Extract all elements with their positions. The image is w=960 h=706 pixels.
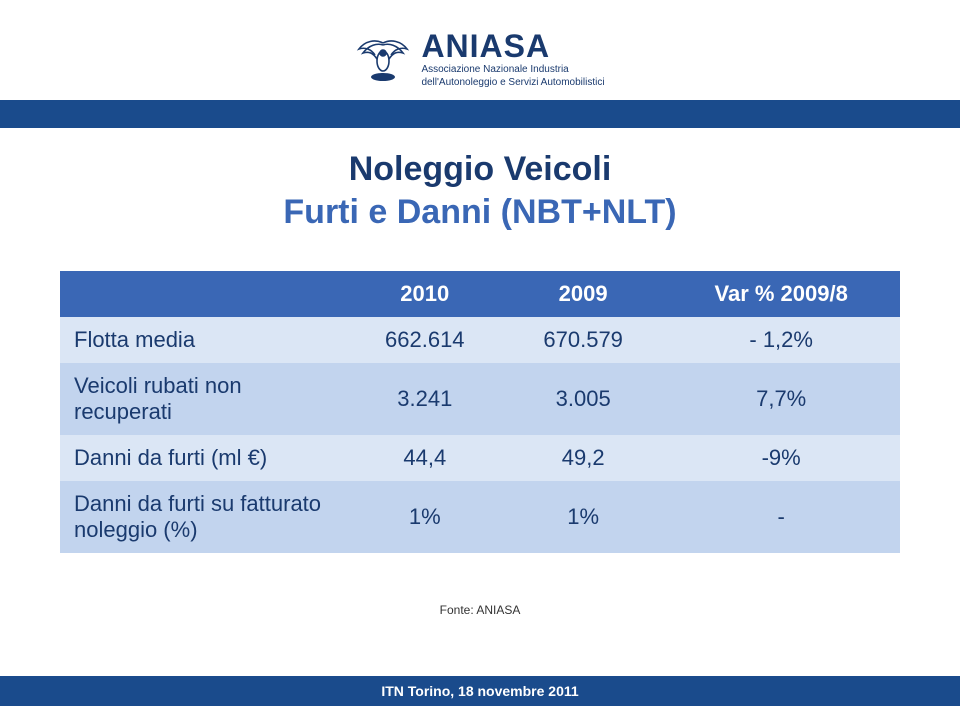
header: ANIASA Associazione Nazionale Industria … xyxy=(0,0,960,100)
cell: - 1,2% xyxy=(662,317,900,363)
logo: ANIASA Associazione Nazionale Industria … xyxy=(355,30,604,88)
content: Noleggio Veicoli Furti e Danni (NBT+NLT)… xyxy=(0,148,960,617)
title-line-2: Furti e Danni (NBT+NLT) xyxy=(60,191,900,234)
row-label: Danni da furti su fatturato noleggio (%) xyxy=(60,481,346,553)
table-header-row: 2010 2009 Var % 2009/8 xyxy=(60,271,900,317)
logo-tagline-1: Associazione Nazionale Industria xyxy=(421,64,604,75)
cell: 3.005 xyxy=(504,363,662,435)
col-header-empty xyxy=(60,271,346,317)
table-row: Danni da furti su fatturato noleggio (%)… xyxy=(60,481,900,553)
row-label: Flotta media xyxy=(60,317,346,363)
cell: 1% xyxy=(504,481,662,553)
cell: 49,2 xyxy=(504,435,662,481)
cell: 662.614 xyxy=(346,317,504,363)
logo-text: ANIASA Associazione Nazionale Industria … xyxy=(421,30,604,88)
footer-bar: ITN Torino, 18 novembre 2011 xyxy=(0,676,960,706)
table-row: Danni da furti (ml €) 44,4 49,2 -9% xyxy=(60,435,900,481)
cell: 7,7% xyxy=(662,363,900,435)
title-line-1: Noleggio Veicoli xyxy=(60,148,900,191)
cell: - xyxy=(662,481,900,553)
eagle-icon xyxy=(355,35,411,83)
cell: 1% xyxy=(346,481,504,553)
row-label: Veicoli rubati non recuperati xyxy=(60,363,346,435)
cell: 3.241 xyxy=(346,363,504,435)
header-bar xyxy=(0,100,960,128)
table-row: Veicoli rubati non recuperati 3.241 3.00… xyxy=(60,363,900,435)
source-text: Fonte: ANIASA xyxy=(60,603,900,617)
row-label: Danni da furti (ml €) xyxy=(60,435,346,481)
cell: -9% xyxy=(662,435,900,481)
cell: 44,4 xyxy=(346,435,504,481)
data-table: 2010 2009 Var % 2009/8 Flotta media 662.… xyxy=(60,271,900,553)
cell: 670.579 xyxy=(504,317,662,363)
col-header-var: Var % 2009/8 xyxy=(662,271,900,317)
slide-title: Noleggio Veicoli Furti e Danni (NBT+NLT) xyxy=(60,148,900,233)
table-row: Flotta media 662.614 670.579 - 1,2% xyxy=(60,317,900,363)
col-header-2009: 2009 xyxy=(504,271,662,317)
col-header-2010: 2010 xyxy=(346,271,504,317)
logo-tagline-2: dell'Autonoleggio e Servizi Automobilist… xyxy=(421,77,604,88)
logo-name: ANIASA xyxy=(421,30,604,62)
